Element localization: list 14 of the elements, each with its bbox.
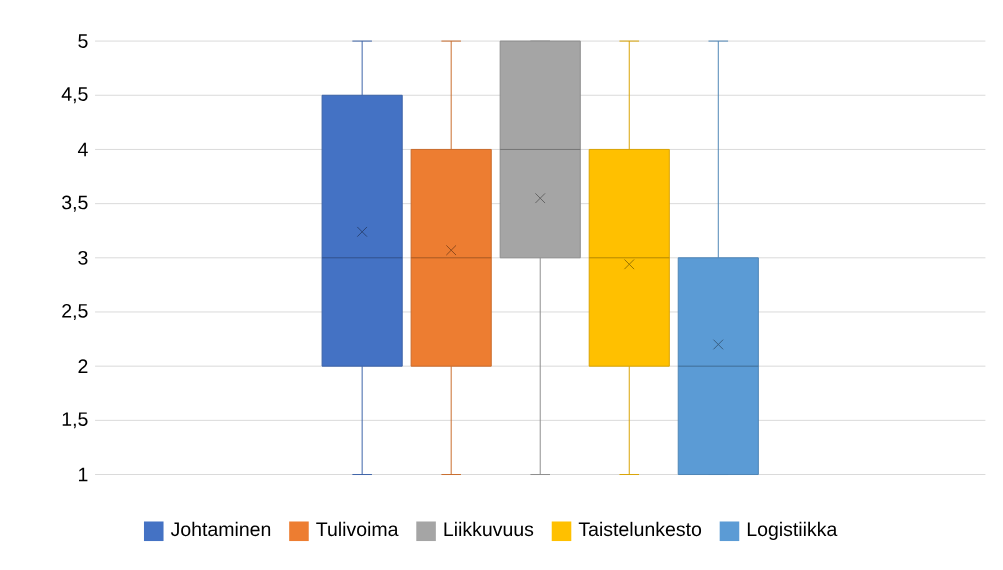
- legend-label: Tulivoima: [316, 521, 399, 536]
- y-tick-label: 3,5: [62, 195, 88, 212]
- y-tick-label: 4: [77, 142, 88, 156]
- y-tick-label: 3: [78, 250, 88, 265]
- legend-label: Johtaminen: [170, 521, 271, 536]
- legend-label: Logistiikka: [747, 521, 838, 540]
- y-tick-label: 2,5: [62, 303, 88, 320]
- legend-label: Liikkuvuus: [444, 521, 534, 536]
- legend-label: Taistelunkesto: [578, 521, 702, 536]
- y-tick-label: 1,5: [62, 412, 88, 429]
- y-tick-label: 5: [78, 34, 88, 48]
- y-tick-label: 2: [78, 359, 88, 373]
- y-tick-label: 1: [79, 467, 88, 482]
- y-tick-label: 4,5: [61, 87, 88, 104]
